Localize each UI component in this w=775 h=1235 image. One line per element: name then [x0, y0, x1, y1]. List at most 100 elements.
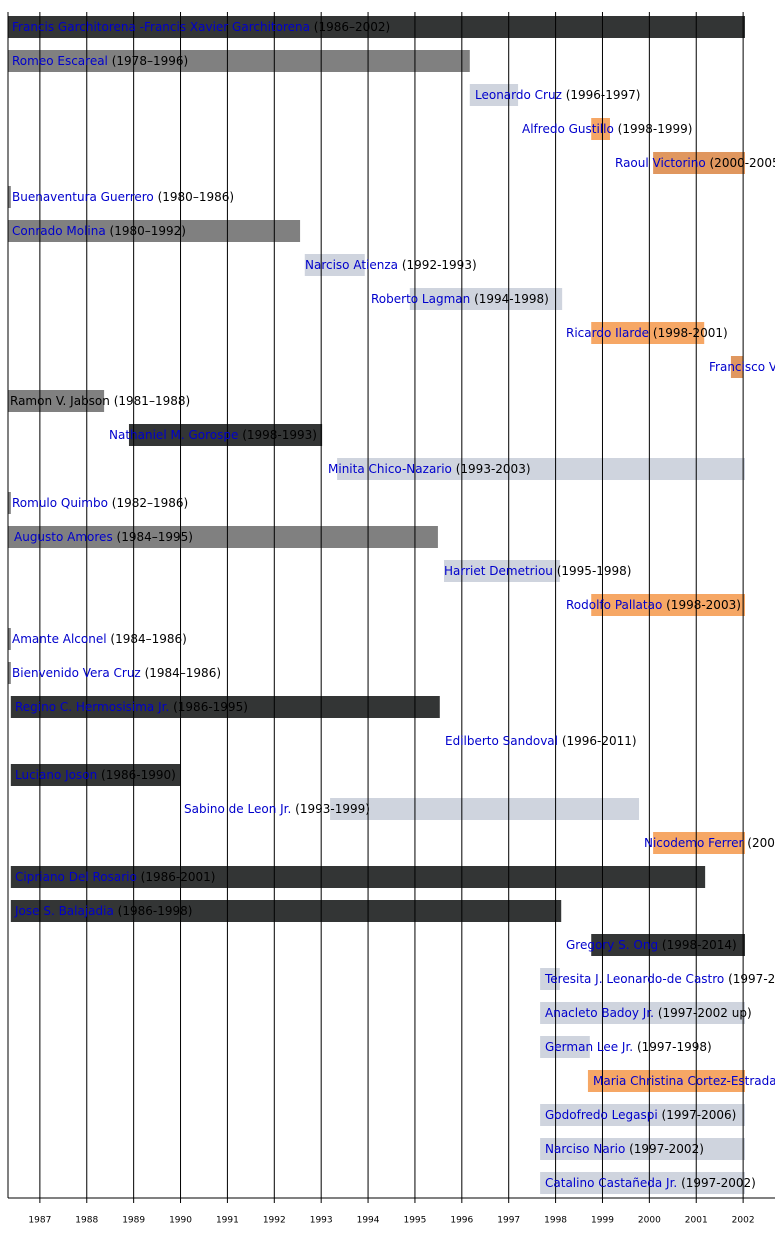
years: (1997-2 — [728, 972, 775, 986]
bar — [8, 16, 745, 38]
years: (1998-1999) — [618, 122, 693, 136]
bar — [8, 50, 470, 72]
years: (2000 — [747, 836, 775, 850]
name-link[interactable]: Raoul Victorino — [615, 156, 706, 170]
x-tick-label: 1994 — [357, 1216, 380, 1226]
name-link[interactable]: Leonardo Cruz — [475, 88, 562, 102]
name-link[interactable]: Rodolfo Pallatao — [566, 598, 662, 612]
name-link[interactable]: Jose S. Balajadia — [14, 904, 114, 918]
years: (1998-2003) — [666, 598, 741, 612]
bar-label: Francis Garchitorena -Francis Xavier Gar… — [12, 20, 390, 34]
bar-label: Nathaniel M. Gorospe (1998-1993) — [109, 428, 317, 442]
years: (1996-1997) — [566, 88, 641, 102]
name-link[interactable]: Teresita J. Leonardo-de Castro — [544, 972, 724, 986]
x-tick-label: 2001 — [685, 1216, 708, 1226]
years: (1981–1988) — [114, 394, 190, 408]
bar — [10, 764, 181, 786]
name-link[interactable]: Buenaventura Guerrero — [12, 190, 154, 204]
name-link[interactable]: Francisco V — [709, 360, 775, 374]
x-tick-label: 1987 — [28, 1216, 51, 1226]
name-link[interactable]: Maria Christina Cortez-Estrada — [593, 1074, 775, 1088]
years: (1993-1999) — [295, 802, 370, 816]
name-link[interactable]: Augusto Amores — [14, 530, 113, 544]
years: (1996-2011) — [562, 734, 637, 748]
name-link[interactable]: Alfredo Gustillo — [522, 122, 614, 136]
bar — [591, 934, 745, 956]
bar — [730, 356, 744, 378]
name-link[interactable]: Edilberto Sandoval — [445, 734, 558, 748]
x-tick-label: 1991 — [216, 1216, 239, 1226]
years: (1978–1996) — [112, 54, 188, 68]
bar — [540, 1104, 745, 1126]
years: (1986-1998) — [118, 904, 193, 918]
name-link[interactable]: Narciso Nario — [545, 1142, 625, 1156]
bar — [8, 628, 11, 650]
bar-label: Ricardo Ilarde (1998-2001) — [566, 326, 728, 340]
bar-label: Raoul Victorino (2000-2005 — [615, 156, 775, 170]
bar — [10, 866, 706, 888]
years: (1997-2006) — [662, 1108, 737, 1122]
name-link[interactable]: Godofredo Legaspi — [545, 1108, 658, 1122]
name-link[interactable]: Romulo Quimbo — [12, 496, 108, 510]
bar — [10, 900, 562, 922]
years: (1997-2002) — [681, 1176, 756, 1190]
name-link[interactable]: Cipriano Del Rosario — [15, 870, 137, 884]
years: (1998-2001) — [653, 326, 728, 340]
name-link[interactable]: Luciano Joson — [15, 768, 97, 782]
name-link[interactable]: Ricardo Ilarde — [566, 326, 649, 340]
bar-label: Jose S. Balajadia (1986-1998) — [14, 904, 192, 918]
x-tick-label: 1999 — [591, 1216, 614, 1226]
name-link[interactable]: Francis Garchitorena -Francis Xavier Gar… — [12, 20, 310, 34]
bar-label: Harriet Demetriou (1995-1998) — [444, 564, 632, 578]
bar — [8, 526, 438, 548]
name-link[interactable]: Narciso Atienza — [305, 258, 398, 272]
bar — [330, 798, 640, 820]
bar — [540, 1036, 590, 1058]
name-link[interactable]: Nicodemo Ferrer — [644, 836, 744, 850]
name-link[interactable]: Conrado Molina — [12, 224, 106, 238]
name-link[interactable]: Roberto Lagman — [371, 292, 470, 306]
name-link: Ramon V. Jabson — [10, 394, 110, 408]
bar-label: Sabino de Leon Jr. (1993-1999) — [184, 802, 370, 816]
bar-label: Romulo Quimbo (1982–1986) — [12, 496, 188, 510]
years: (1997-2002 up) — [658, 1006, 752, 1020]
bar — [540, 968, 560, 990]
name-link[interactable]: Amante Alconel — [12, 632, 107, 646]
bar — [653, 152, 745, 174]
name-link[interactable]: Anacleto Badoy Jr. — [545, 1006, 654, 1020]
bar-label: Ramon V. Jabson (1981–1988) — [10, 394, 190, 408]
years: (1986-1990) — [101, 768, 176, 782]
bar — [591, 594, 745, 616]
name-link[interactable]: Catalino Castañeda Jr. — [545, 1176, 677, 1190]
x-tick-label: 1990 — [169, 1216, 192, 1226]
bar-label: Leonardo Cruz (1996-1997) — [475, 88, 640, 102]
x-tick-label: 1997 — [497, 1216, 520, 1226]
bar-label: Buenaventura Guerrero (1980–1986) — [12, 190, 234, 204]
name-link[interactable]: Sabino de Leon Jr. — [184, 802, 291, 816]
bar-label: Rodolfo Pallatao (1998-2003) — [566, 598, 741, 612]
x-tick-label: 1996 — [450, 1216, 473, 1226]
bar — [540, 1138, 745, 1160]
name-link[interactable]: German Lee Jr. — [545, 1040, 633, 1054]
x-tick-label: 1993 — [310, 1216, 333, 1226]
name-link[interactable]: Harriet Demetriou — [444, 564, 553, 578]
bar-label: Gregory S. Ong (1998-2014) — [566, 938, 737, 952]
x-tick-label: 2000 — [638, 1216, 661, 1226]
bar-label: Bienvenido Vera Cruz (1984–1986) — [12, 666, 221, 680]
bar-label: Minita Chico-Nazario (1993-2003) — [328, 462, 531, 476]
bar — [540, 1172, 745, 1194]
bar-label: Maria Christina Cortez-Estrada — [593, 1074, 775, 1088]
name-link[interactable]: Romeo Escareal — [12, 54, 108, 68]
bar-label: Alfredo Gustillo (1998-1999) — [522, 122, 692, 136]
bar — [409, 288, 563, 310]
name-link[interactable]: Nathaniel M. Gorospe — [109, 428, 238, 442]
name-link[interactable]: Regino C. Hermosisima Jr. — [15, 700, 169, 714]
name-link[interactable]: Gregory S. Ong — [566, 938, 658, 952]
bar — [653, 832, 745, 854]
name-link[interactable]: Bienvenido Vera Cruz — [12, 666, 141, 680]
name-link[interactable]: Minita Chico-Nazario — [328, 462, 452, 476]
bar — [587, 1070, 745, 1092]
bar — [8, 492, 11, 514]
bar-label: Roberto Lagman (1994-1998) — [371, 292, 549, 306]
years: (2000-2005 — [710, 156, 775, 170]
